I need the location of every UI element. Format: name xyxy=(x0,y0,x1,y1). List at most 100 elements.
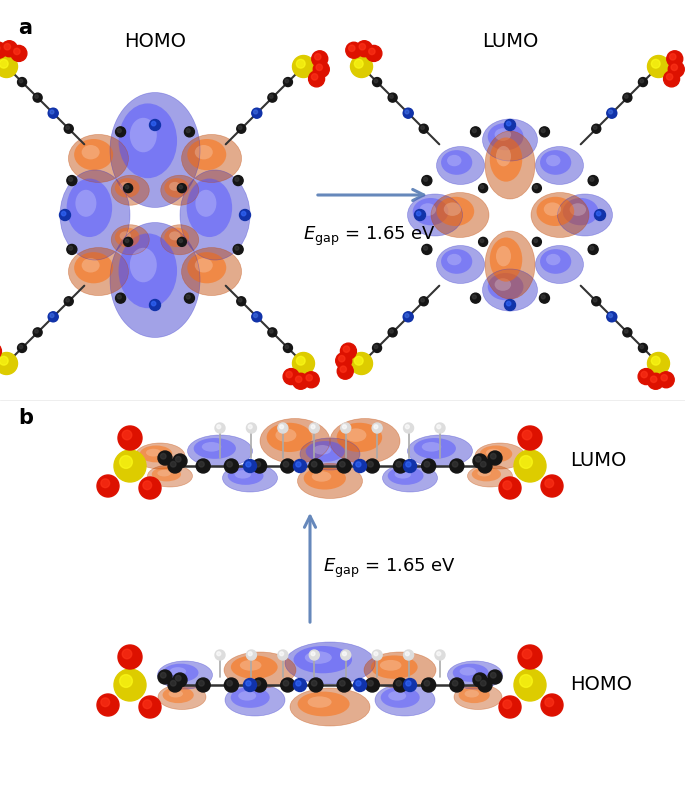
Ellipse shape xyxy=(187,139,226,171)
Circle shape xyxy=(421,126,425,129)
Circle shape xyxy=(373,344,382,352)
Circle shape xyxy=(255,461,260,467)
Circle shape xyxy=(475,457,481,462)
Circle shape xyxy=(62,211,66,216)
Ellipse shape xyxy=(305,651,332,664)
Circle shape xyxy=(471,293,481,303)
Ellipse shape xyxy=(162,687,194,703)
Circle shape xyxy=(541,295,545,299)
Circle shape xyxy=(667,51,683,67)
Circle shape xyxy=(356,461,361,467)
Circle shape xyxy=(625,329,628,333)
Circle shape xyxy=(403,423,414,433)
Ellipse shape xyxy=(297,464,362,498)
Circle shape xyxy=(235,177,239,181)
Circle shape xyxy=(479,183,488,193)
Circle shape xyxy=(0,352,18,375)
Circle shape xyxy=(285,345,288,348)
Circle shape xyxy=(406,681,411,686)
Circle shape xyxy=(545,479,553,488)
Circle shape xyxy=(480,185,484,189)
Circle shape xyxy=(247,650,256,660)
Circle shape xyxy=(590,177,594,181)
Ellipse shape xyxy=(482,119,538,161)
Circle shape xyxy=(424,461,429,467)
Circle shape xyxy=(638,368,654,385)
Circle shape xyxy=(424,681,429,686)
Circle shape xyxy=(196,678,210,692)
Circle shape xyxy=(475,675,481,681)
Circle shape xyxy=(541,694,563,716)
Circle shape xyxy=(116,127,125,137)
Circle shape xyxy=(168,678,182,692)
Circle shape xyxy=(406,461,411,467)
Circle shape xyxy=(473,295,476,299)
Circle shape xyxy=(488,670,502,684)
Ellipse shape xyxy=(536,197,574,226)
Ellipse shape xyxy=(371,655,418,679)
Ellipse shape xyxy=(74,139,113,171)
Circle shape xyxy=(593,126,597,129)
Circle shape xyxy=(435,423,445,433)
Circle shape xyxy=(369,49,375,55)
Ellipse shape xyxy=(444,202,461,216)
Circle shape xyxy=(149,120,160,131)
Circle shape xyxy=(479,238,488,246)
Circle shape xyxy=(372,423,382,433)
Circle shape xyxy=(68,246,73,250)
Circle shape xyxy=(199,681,204,686)
Circle shape xyxy=(254,314,258,317)
Circle shape xyxy=(388,93,397,102)
Ellipse shape xyxy=(488,123,523,151)
Circle shape xyxy=(349,45,355,52)
Circle shape xyxy=(216,425,221,429)
Circle shape xyxy=(374,425,378,429)
Circle shape xyxy=(647,352,669,375)
Ellipse shape xyxy=(290,688,370,726)
Ellipse shape xyxy=(285,642,375,684)
Circle shape xyxy=(50,110,54,114)
Circle shape xyxy=(540,293,549,303)
Circle shape xyxy=(437,425,440,429)
Circle shape xyxy=(540,127,549,137)
Circle shape xyxy=(340,423,351,433)
Circle shape xyxy=(314,53,321,60)
Circle shape xyxy=(351,352,373,375)
Ellipse shape xyxy=(110,92,200,207)
Circle shape xyxy=(269,329,273,333)
Circle shape xyxy=(158,451,172,465)
Circle shape xyxy=(342,425,347,429)
Circle shape xyxy=(595,210,606,221)
Circle shape xyxy=(667,73,673,80)
Circle shape xyxy=(227,461,232,467)
Circle shape xyxy=(365,459,379,473)
Circle shape xyxy=(480,239,484,242)
Ellipse shape xyxy=(68,135,128,183)
Text: a: a xyxy=(18,18,32,38)
Ellipse shape xyxy=(479,446,512,462)
Ellipse shape xyxy=(308,697,332,708)
Circle shape xyxy=(186,295,190,299)
Ellipse shape xyxy=(422,442,441,452)
Ellipse shape xyxy=(182,248,242,296)
Circle shape xyxy=(252,312,262,322)
Circle shape xyxy=(253,110,258,114)
Ellipse shape xyxy=(164,228,189,247)
Circle shape xyxy=(123,183,133,193)
Circle shape xyxy=(269,95,273,98)
Ellipse shape xyxy=(441,249,472,274)
Circle shape xyxy=(179,185,182,189)
Ellipse shape xyxy=(74,252,113,283)
Circle shape xyxy=(592,124,601,133)
Circle shape xyxy=(117,295,121,299)
Circle shape xyxy=(353,678,366,692)
Circle shape xyxy=(281,459,295,473)
Circle shape xyxy=(452,681,458,686)
Circle shape xyxy=(503,700,512,709)
Circle shape xyxy=(143,700,151,709)
Circle shape xyxy=(648,373,664,389)
Circle shape xyxy=(19,345,23,348)
Circle shape xyxy=(171,461,176,467)
Circle shape xyxy=(237,296,246,306)
Circle shape xyxy=(421,298,425,302)
